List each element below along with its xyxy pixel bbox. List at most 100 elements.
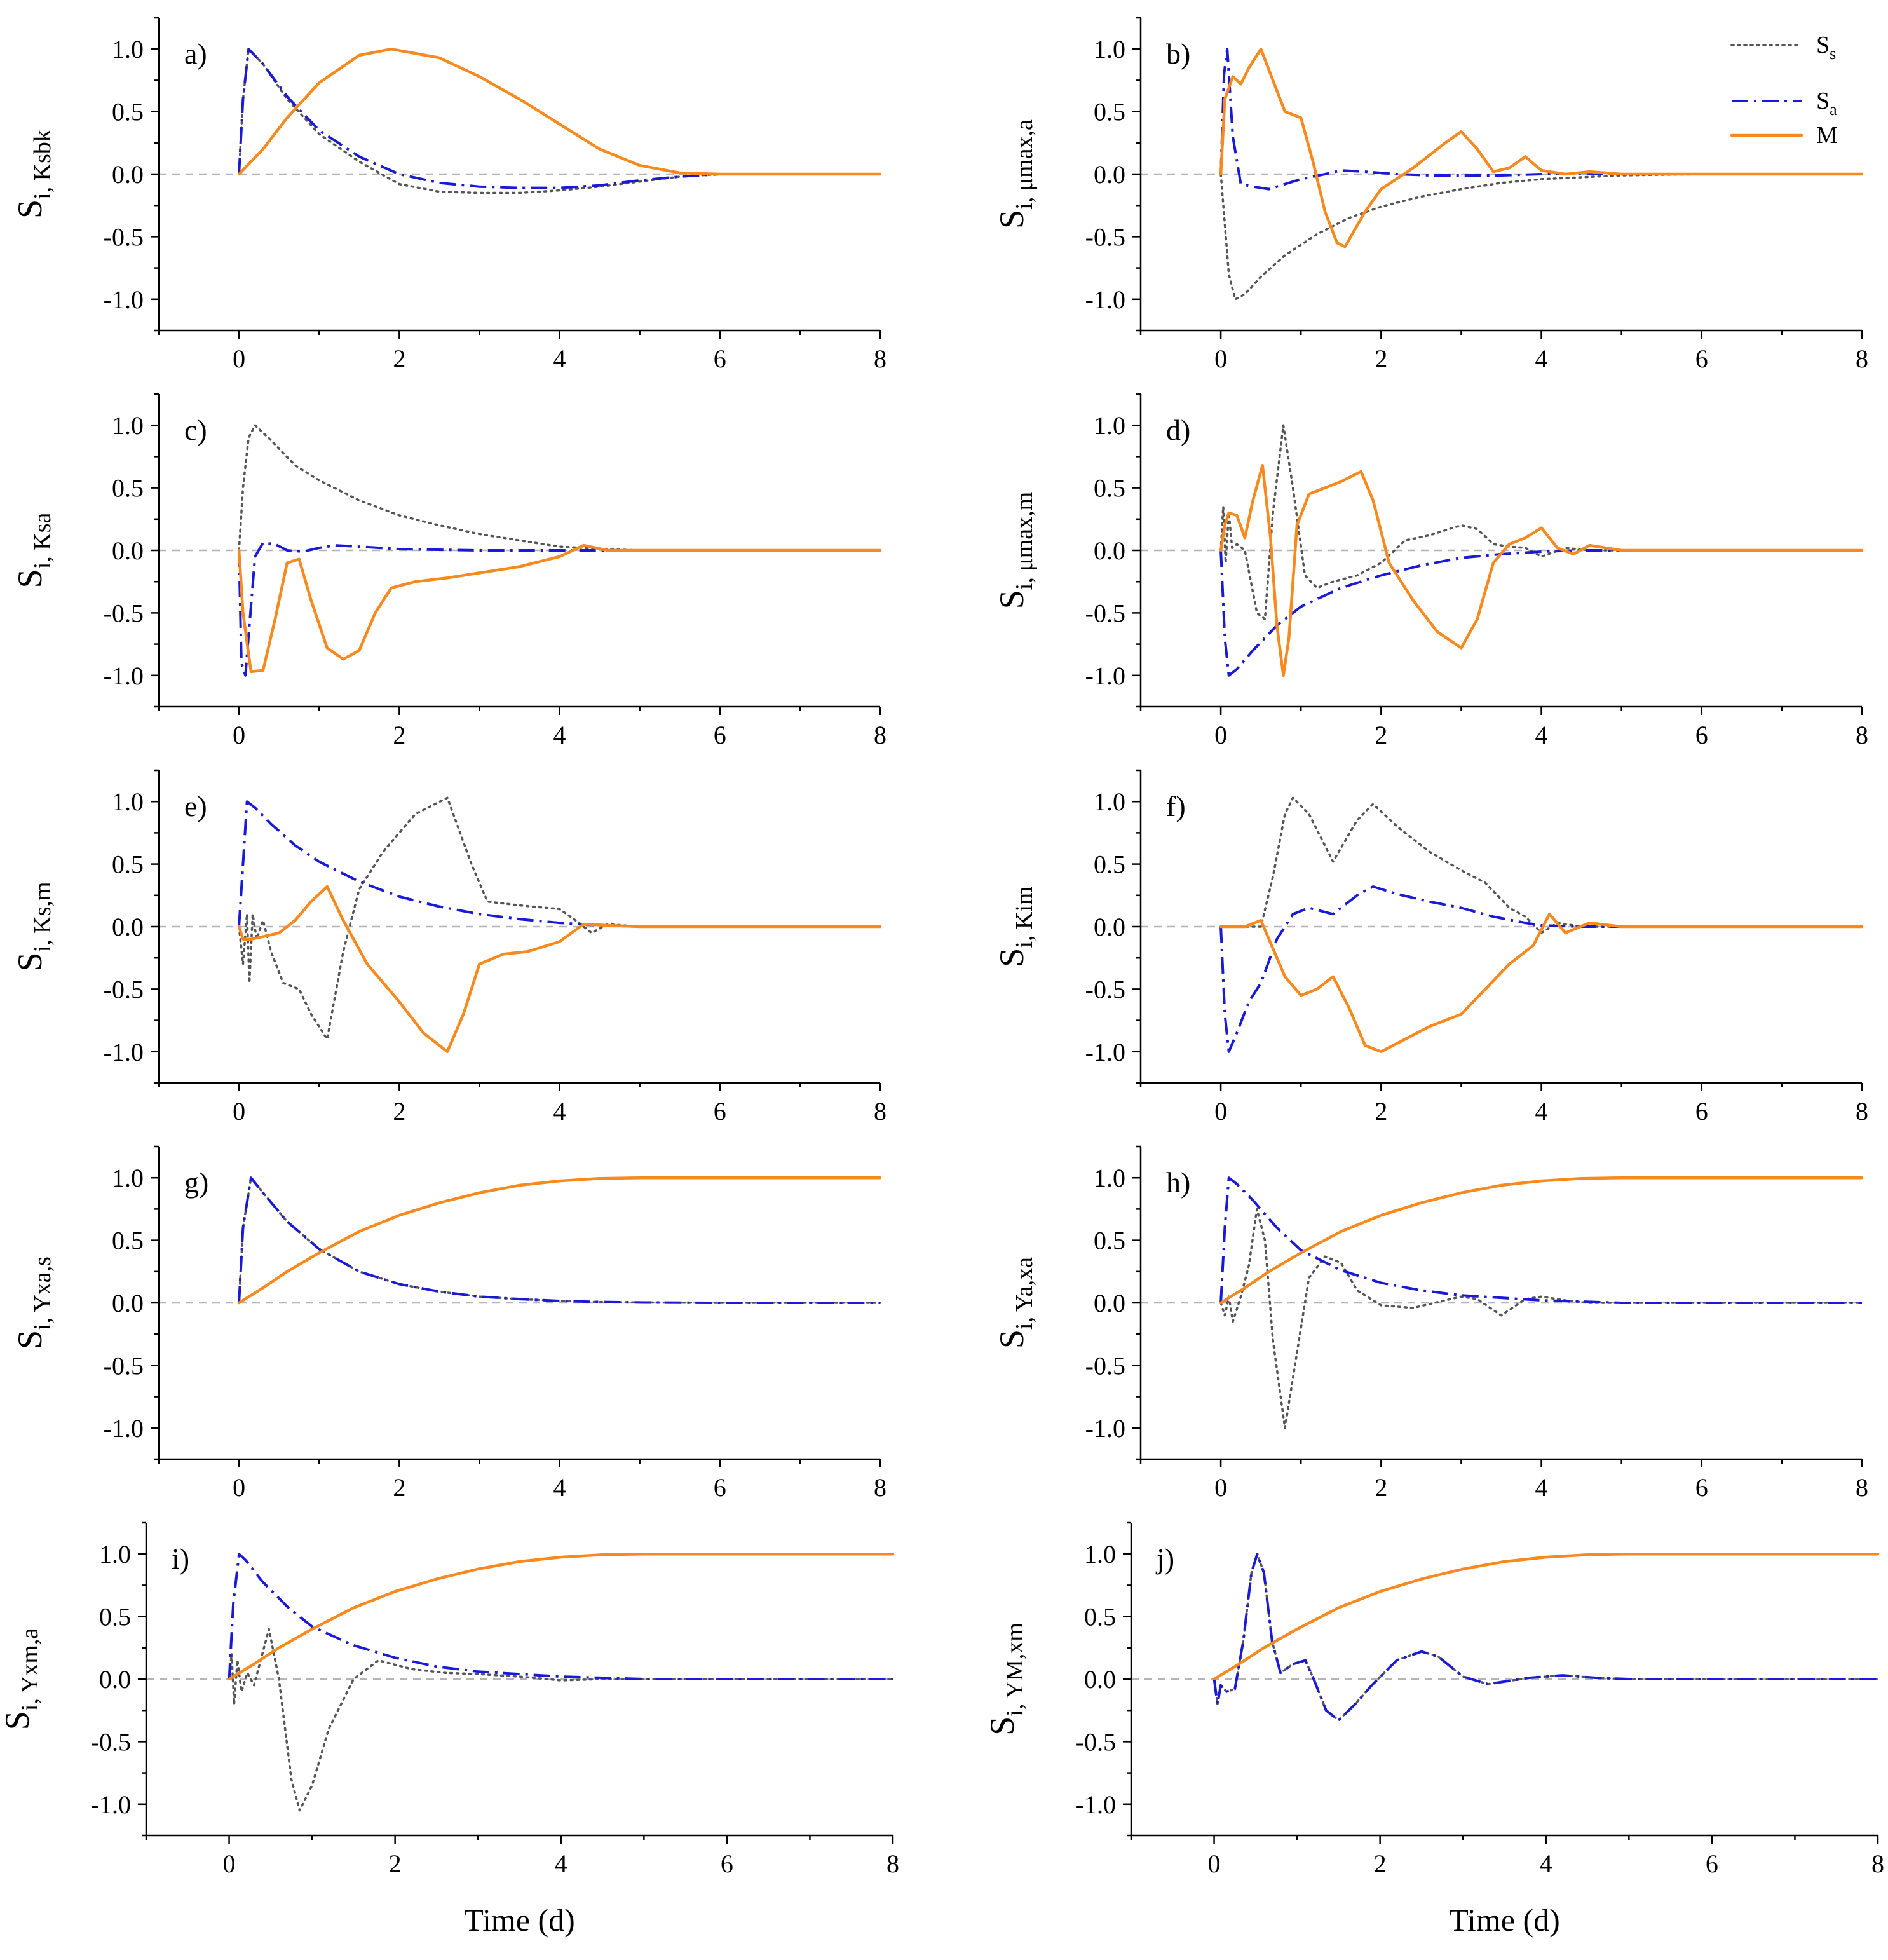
y-tick-label: 0.0 bbox=[112, 913, 144, 941]
y-tick-label: -1.0 bbox=[104, 1414, 144, 1443]
y-tick-label: 0.0 bbox=[1094, 1289, 1125, 1317]
x-tick-label: 6 bbox=[1706, 1849, 1718, 1878]
y-tick-label: -1.0 bbox=[104, 1038, 144, 1066]
series-line-M bbox=[237, 1176, 882, 1305]
x-tick-label: 2 bbox=[389, 1849, 402, 1878]
y-tick-label: 0.0 bbox=[1094, 160, 1125, 189]
series-line-M bbox=[237, 543, 882, 674]
x-tick-label: 8 bbox=[886, 1849, 899, 1878]
series-line-Sa bbox=[1219, 885, 1862, 1053]
series-line-Sa bbox=[238, 48, 880, 189]
x-tick-label: 6 bbox=[714, 1473, 726, 1502]
y-tick-label: 0.0 bbox=[112, 1289, 144, 1317]
y-axis-label: Si, Yxa,s bbox=[11, 1256, 56, 1349]
x-tick-label: 2 bbox=[393, 1473, 405, 1502]
x-tick-label: 4 bbox=[553, 1473, 566, 1502]
panel-letter: i) bbox=[172, 1542, 189, 1575]
x-tick-label: 6 bbox=[714, 721, 726, 749]
x-tick-label: 0 bbox=[233, 721, 245, 749]
x-tick-label: 6 bbox=[1695, 1097, 1708, 1126]
y-axis-label: Si, Ya,xa bbox=[993, 1257, 1038, 1349]
panel-c: 1.0 0.5 0.0 -0.5 -1.0 0 2 4 6 8 c) Si, Ksa bbox=[11, 393, 886, 749]
series-line-Sa bbox=[238, 1176, 880, 1304]
y-tick-label: 0.5 bbox=[1094, 98, 1125, 126]
x-tick-label: 6 bbox=[721, 1849, 733, 1878]
x-tick-label: 8 bbox=[874, 344, 886, 373]
y-tick-label: 0.5 bbox=[1094, 474, 1125, 503]
legend-label-M: M bbox=[1816, 122, 1838, 149]
y-tick-label: 0.0 bbox=[99, 1665, 131, 1694]
panel-a: 1.0 0.5 0.0 -0.5 -1.0 0 2 4 6 8 a) Si, Ksbk bbox=[11, 17, 886, 373]
x-tick-label: 2 bbox=[393, 344, 405, 373]
series-line-Ss bbox=[1219, 424, 1863, 620]
x-tick-label: 2 bbox=[393, 1097, 405, 1126]
y-tick-label: -0.5 bbox=[104, 222, 144, 251]
y-tick-label: 0.0 bbox=[1094, 536, 1125, 565]
x-tick-label: 0 bbox=[233, 1097, 245, 1126]
x-tick-label: 4 bbox=[1535, 1473, 1548, 1502]
x-tick-label: 6 bbox=[714, 1097, 726, 1126]
x-tick-label: 6 bbox=[1695, 344, 1708, 373]
y-tick-label: 0.5 bbox=[1094, 1227, 1125, 1255]
y-axis-label: Si, μmax,m bbox=[993, 492, 1038, 609]
x-tick-label: 8 bbox=[1871, 1849, 1884, 1878]
series-line-Ss bbox=[1219, 173, 1863, 301]
series-line-M bbox=[228, 1552, 895, 1681]
x-tick-label: 4 bbox=[553, 1097, 566, 1126]
panel-letter: e) bbox=[184, 790, 207, 822]
panel-h: 1.0 0.5 0.0 -0.5 -1.0 0 2 4 6 8 h) Si, Ya,xa bbox=[993, 1145, 1868, 1502]
x-tick-label: 0 bbox=[233, 1473, 245, 1502]
panel-letter: g) bbox=[184, 1166, 208, 1199]
y-tick-label: 0.5 bbox=[1084, 1603, 1116, 1631]
y-tick-label: 1.0 bbox=[1094, 35, 1125, 64]
panel-j: 1.0 0.5 0.0 -0.5 -1.0 0 2 4 6 8 j) Si, YM,xm Time (d… bbox=[983, 1521, 1884, 1938]
series-line-Sa bbox=[228, 1553, 893, 1680]
y-tick-label: -0.5 bbox=[1076, 1727, 1116, 1756]
y-tick-label: -0.5 bbox=[1085, 975, 1125, 1004]
x-tick-label: 4 bbox=[555, 1849, 567, 1878]
panel-letter: j) bbox=[1155, 1542, 1174, 1575]
panel-letter: b) bbox=[1166, 37, 1190, 70]
x-tick-label: 0 bbox=[1208, 1849, 1221, 1878]
y-tick-label: -0.5 bbox=[104, 975, 144, 1004]
y-tick-label: 1.0 bbox=[1094, 1164, 1125, 1192]
y-tick-label: 1.0 bbox=[1094, 787, 1125, 816]
x-tick-label: 0 bbox=[1214, 1473, 1227, 1502]
x-tick-label: 0 bbox=[223, 1849, 236, 1878]
series-line-M bbox=[237, 47, 882, 176]
y-tick-label: -0.5 bbox=[104, 599, 144, 627]
panel-letter: d) bbox=[1166, 414, 1190, 446]
panel-g: 1.0 0.5 0.0 -0.5 -1.0 0 2 4 6 8 g) Si, Yxa,s bbox=[11, 1145, 886, 1502]
series-line-M bbox=[1219, 913, 1864, 1054]
x-tick-label: 8 bbox=[1856, 1097, 1868, 1126]
series-line-Sa bbox=[1212, 1553, 1878, 1722]
y-tick-label: -0.5 bbox=[104, 1351, 144, 1380]
legend-label-Sa: Sa bbox=[1816, 88, 1837, 119]
x-tick-label: 2 bbox=[1375, 1473, 1387, 1502]
y-axis-label: Si, Yxm,a bbox=[0, 1628, 43, 1731]
y-tick-label: 0.5 bbox=[112, 1227, 144, 1255]
series-line-Ss bbox=[238, 796, 881, 1040]
y-axis-label: Si, Ks,m bbox=[11, 882, 56, 972]
y-tick-label: 0.5 bbox=[112, 98, 144, 126]
series-line-Sa bbox=[1219, 1176, 1862, 1304]
x-axis-title: Time (d) bbox=[464, 1902, 575, 1938]
y-tick-label: 1.0 bbox=[112, 1164, 144, 1192]
y-tick-label: -1.0 bbox=[91, 1790, 131, 1819]
y-tick-label: 0.5 bbox=[112, 850, 144, 879]
y-tick-label: 1.0 bbox=[112, 787, 144, 816]
x-tick-label: 2 bbox=[1374, 1849, 1387, 1878]
x-tick-label: 8 bbox=[1856, 721, 1868, 749]
x-tick-label: 6 bbox=[1695, 721, 1708, 749]
y-axis-label: Si, Ksbk bbox=[11, 130, 56, 219]
x-tick-label: 8 bbox=[1856, 344, 1868, 373]
y-tick-label: -1.0 bbox=[1076, 1790, 1116, 1819]
series-line-M bbox=[1219, 47, 1864, 248]
x-tick-label: 4 bbox=[1535, 721, 1548, 749]
x-tick-label: 0 bbox=[233, 344, 245, 373]
series-line-Sa bbox=[1219, 549, 1862, 677]
panel-d: 1.0 0.5 0.0 -0.5 -1.0 0 2 4 6 8 d) Si, μmax,m bbox=[993, 393, 1868, 749]
y-tick-label: -0.5 bbox=[1085, 599, 1125, 627]
y-tick-label: -0.5 bbox=[1085, 222, 1125, 251]
x-tick-label: 6 bbox=[1695, 1473, 1708, 1502]
